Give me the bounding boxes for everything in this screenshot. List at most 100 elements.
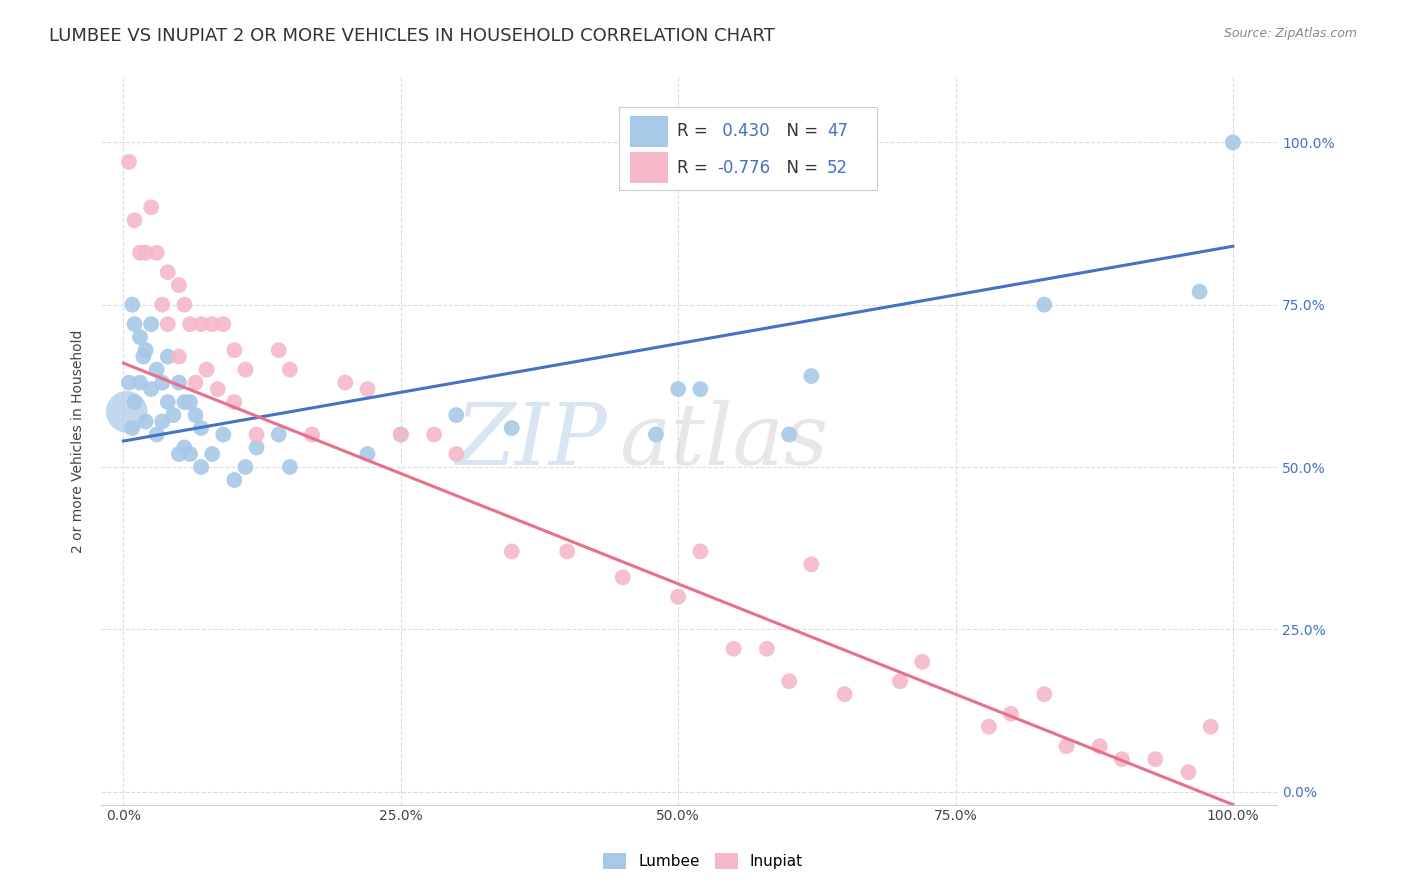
Point [129, 330, 152, 344]
Point [778, 674, 800, 689]
Point [173, 298, 195, 312]
Point [834, 687, 856, 701]
Point [212, 427, 235, 442]
Point [212, 317, 235, 331]
Text: LUMBEE VS INUPIAT 2 OR MORE VEHICLES IN HOUSEHOLD CORRELATION CHART: LUMBEE VS INUPIAT 2 OR MORE VEHICLES IN … [49, 27, 775, 45]
FancyBboxPatch shape [630, 116, 668, 146]
Text: R =: R = [678, 159, 713, 177]
Point [800, 558, 823, 572]
Point [139, 382, 162, 396]
Point [501, 544, 523, 558]
Point [778, 427, 800, 442]
Point [1111, 752, 1133, 766]
Text: N =: N = [776, 159, 824, 177]
Point [224, 395, 246, 409]
Point [555, 544, 578, 558]
Point [755, 641, 778, 656]
Point [389, 427, 412, 442]
Point [1222, 136, 1244, 150]
Text: -0.776: -0.776 [717, 159, 770, 177]
Legend: Lumbee, Inupiat: Lumbee, Inupiat [596, 847, 810, 875]
Text: 52: 52 [827, 159, 848, 177]
Point [301, 427, 323, 442]
Point [190, 421, 212, 435]
Point [977, 720, 1000, 734]
Point [1177, 765, 1199, 780]
Point [156, 395, 179, 409]
Point [150, 376, 173, 390]
Point [121, 421, 143, 435]
Point [1033, 298, 1056, 312]
Point [800, 369, 823, 384]
Point [645, 427, 668, 442]
Point [173, 441, 195, 455]
Point [235, 460, 257, 475]
Point [356, 447, 378, 461]
Point [207, 382, 229, 396]
Point [267, 427, 290, 442]
Point [446, 447, 468, 461]
Point [167, 278, 190, 293]
Point [150, 298, 173, 312]
Point [224, 343, 246, 358]
Point [118, 154, 141, 169]
Point [889, 674, 911, 689]
Text: atlas: atlas [619, 400, 828, 483]
Point [124, 213, 146, 227]
Point [139, 200, 162, 214]
Point [167, 447, 190, 461]
Point [612, 570, 634, 584]
Point [1056, 739, 1078, 754]
Point [335, 376, 357, 390]
Point [245, 427, 267, 442]
Point [267, 343, 290, 358]
Point [129, 245, 152, 260]
FancyBboxPatch shape [619, 106, 877, 190]
Point [184, 376, 207, 390]
Point [911, 655, 934, 669]
Point [173, 395, 195, 409]
Point [156, 350, 179, 364]
FancyBboxPatch shape [630, 153, 668, 183]
Point [1188, 285, 1211, 299]
Point [145, 245, 167, 260]
Point [201, 317, 224, 331]
Point [167, 350, 190, 364]
Point [201, 447, 224, 461]
Point [167, 376, 190, 390]
Point [689, 544, 711, 558]
Point [666, 590, 689, 604]
Point [121, 298, 143, 312]
Point [129, 376, 152, 390]
Point [423, 427, 446, 442]
Point [1199, 720, 1222, 734]
Point [389, 427, 412, 442]
Point [224, 473, 246, 487]
Point [723, 641, 745, 656]
Point [245, 441, 267, 455]
Point [150, 415, 173, 429]
Point [135, 343, 157, 358]
Point [145, 427, 167, 442]
Point [190, 460, 212, 475]
Text: 0.430: 0.430 [717, 122, 770, 140]
Point [190, 317, 212, 331]
Point [135, 245, 157, 260]
Point [1088, 739, 1111, 754]
Point [124, 395, 146, 409]
Y-axis label: 2 or more Vehicles in Household: 2 or more Vehicles in Household [72, 329, 86, 553]
Text: 47: 47 [827, 122, 848, 140]
Point [124, 317, 146, 331]
Point [179, 447, 201, 461]
Point [179, 395, 201, 409]
Point [1033, 687, 1056, 701]
Point [132, 350, 155, 364]
Point [139, 317, 162, 331]
Point [501, 421, 523, 435]
Point [156, 265, 179, 279]
Point [115, 405, 138, 419]
Point [162, 408, 184, 422]
Text: N =: N = [776, 122, 824, 140]
Point [156, 317, 179, 331]
Point [145, 362, 167, 376]
